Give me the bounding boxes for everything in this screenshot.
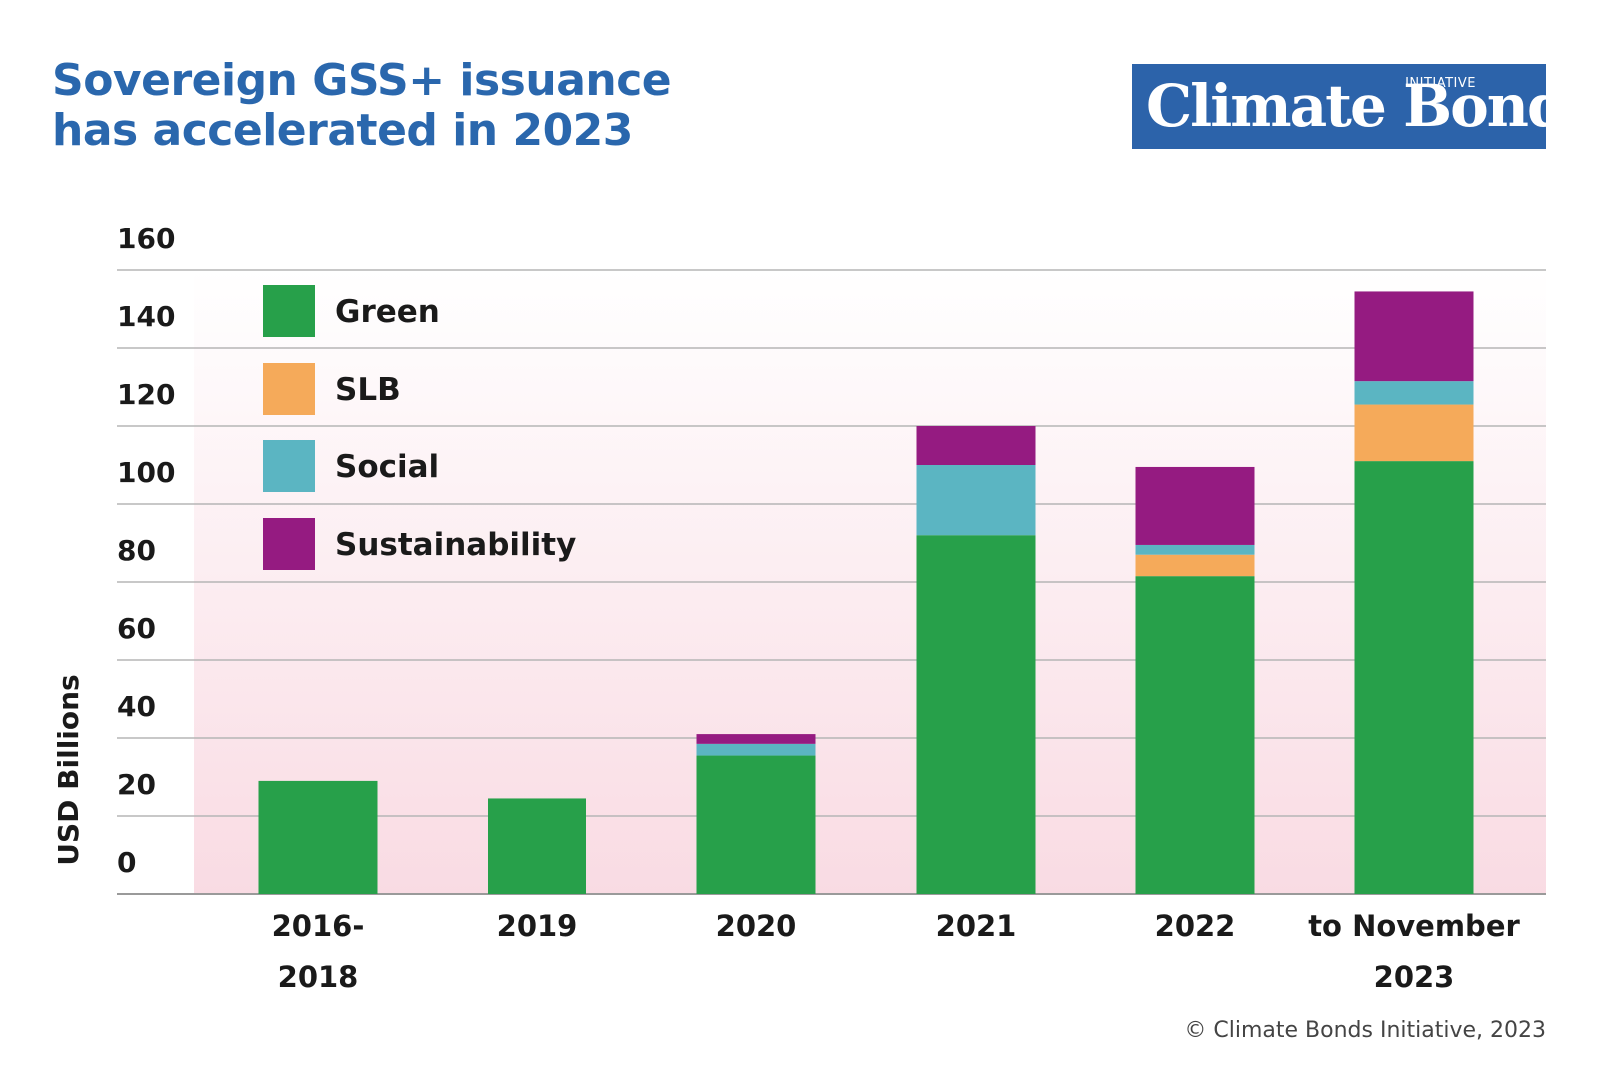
bar-segment-sustainability — [1354, 291, 1474, 382]
legend-label-green: Green — [335, 294, 440, 330]
x-tick-label: 2016- — [272, 909, 365, 943]
bar-segment-social — [1354, 381, 1474, 405]
y-tick-label: 120 — [117, 378, 175, 411]
y-axis-label: USD Billions — [52, 674, 85, 865]
bar-segment-green — [1354, 461, 1474, 894]
bar-segment-green — [696, 755, 816, 894]
y-tick-label: 140 — [117, 300, 175, 333]
x-tick-label: 2019 — [497, 909, 578, 943]
climate-bonds-logo: Climate Bonds INITIATIVE — [1132, 64, 1598, 149]
bar-segment-green — [1135, 576, 1255, 894]
bar-segment-sustainability — [916, 426, 1036, 465]
legend-label-social: Social — [335, 449, 439, 485]
legend-swatch-slb — [263, 363, 315, 415]
legend-swatch-green — [263, 285, 315, 337]
logo-text: Climate Bonds — [1146, 72, 1598, 140]
title-line-2: has accelerated in 2023 — [52, 105, 633, 156]
x-tick-label: 2022 — [1155, 909, 1236, 943]
bar-segment-green — [258, 780, 378, 894]
legend-label-slb: SLB — [335, 372, 401, 408]
y-tick-label: 160 — [117, 222, 175, 255]
bar-segment-social — [696, 743, 816, 756]
logo-subtext: INITIATIVE — [1405, 76, 1476, 91]
x-tick-label: 2021 — [936, 909, 1017, 943]
y-tick-label: 0 — [117, 846, 136, 879]
x-tick-label: 2018 — [278, 960, 359, 994]
bar-segment-green — [488, 798, 586, 894]
y-tick-label: 20 — [117, 768, 156, 801]
y-tick-label: 40 — [117, 690, 156, 723]
title-line-1: Sovereign GSS+ issuance — [52, 55, 672, 106]
y-tick-label: 80 — [117, 534, 156, 567]
bar-segment-green — [916, 535, 1036, 894]
bar-segment-social — [1135, 544, 1255, 555]
legend-label-sustainability: Sustainability — [335, 527, 576, 563]
bar-segment-sustainability — [1135, 466, 1255, 545]
x-tick-label: 2020 — [716, 909, 797, 943]
bar-segment-social — [916, 465, 1036, 536]
bar-segment-slb — [1135, 554, 1255, 577]
chart-title: Sovereign GSS+ issuance has accelerated … — [52, 55, 672, 156]
bar-segment-slb — [1354, 404, 1474, 462]
legend-swatch-social — [263, 440, 315, 492]
y-tick-label: 60 — [117, 612, 156, 645]
y-tick-label: 100 — [117, 456, 175, 489]
copyright-note: © Climate Bonds Initiative, 2023 — [1184, 1018, 1546, 1043]
legend-swatch-sustainability — [263, 518, 315, 570]
x-tick-label: 2023 — [1374, 960, 1455, 994]
bar-segment-sustainability — [696, 734, 816, 744]
x-tick-label: to November — [1308, 909, 1520, 943]
